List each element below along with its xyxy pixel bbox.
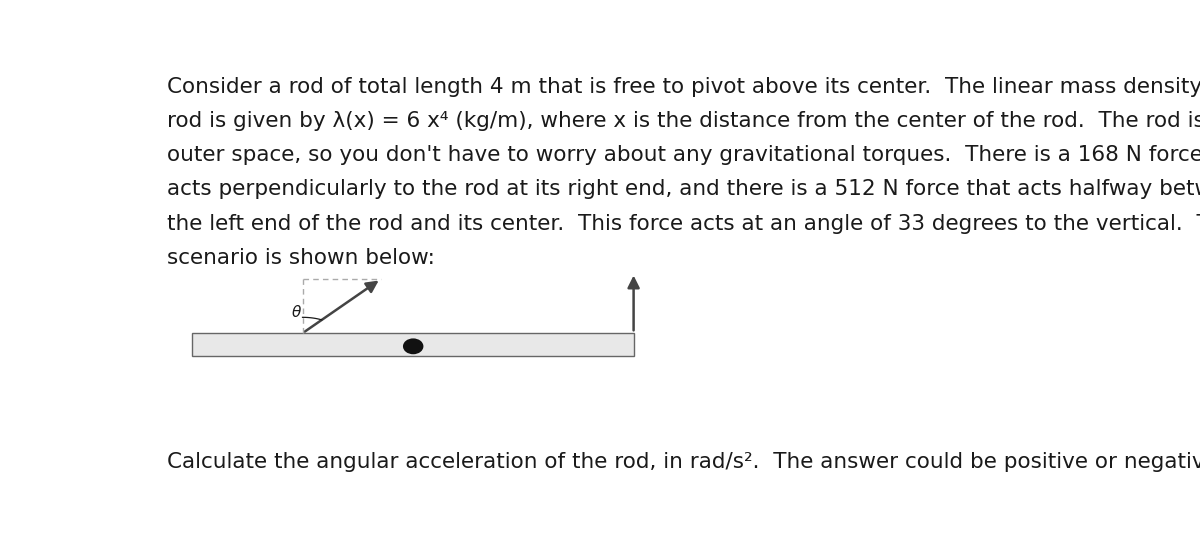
Text: θ: θ [292, 305, 300, 320]
Text: rod is given by λ(x) = 6 x⁴ (kg/m), where x is the distance from the center of t: rod is given by λ(x) = 6 x⁴ (kg/m), wher… [167, 111, 1200, 131]
Text: acts perpendicularly to the rod at its right end, and there is a 512 N force tha: acts perpendicularly to the rod at its r… [167, 179, 1200, 199]
Bar [192, 333, 634, 356]
Text: Calculate the angular acceleration of the rod, in rad/s².  The answer could be p: Calculate the angular acceleration of th… [167, 452, 1200, 472]
Text: Consider a rod of total length 4 m that is free to pivot above its center.  The : Consider a rod of total length 4 m that … [167, 77, 1200, 96]
Text: scenario is shown below:: scenario is shown below: [167, 248, 434, 268]
Ellipse shape [403, 338, 424, 354]
Text: outer space, so you don't have to worry about any gravitational torques.  There : outer space, so you don't have to worry … [167, 145, 1200, 165]
Text: the left end of the rod and its center.  This force acts at an angle of 33 degre: the left end of the rod and its center. … [167, 214, 1200, 234]
